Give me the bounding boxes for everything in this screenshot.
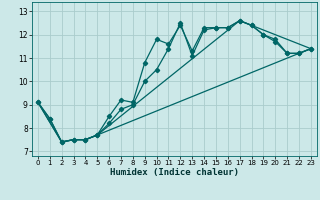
X-axis label: Humidex (Indice chaleur): Humidex (Indice chaleur) (110, 168, 239, 177)
